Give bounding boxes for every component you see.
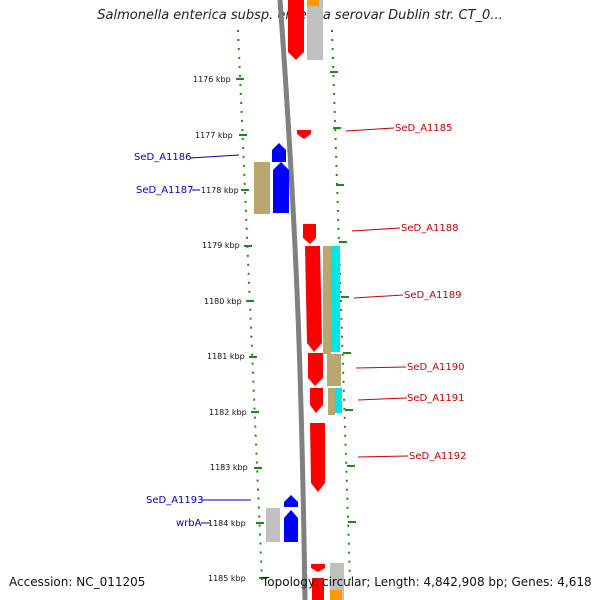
position-label: 1178 kbp [201, 186, 239, 195]
gene-block-cyan[interactable] [335, 388, 342, 413]
gene-label-forward[interactable]: SeD_A1189 [404, 290, 462, 301]
gene-block-gray[interactable] [266, 508, 280, 542]
gene-block-orange[interactable] [330, 590, 342, 600]
genome-summary: Topology: circular; Length: 4,842,908 bp… [262, 575, 592, 589]
left-tick-marks [236, 78, 267, 579]
position-label: 1180 kbp [204, 297, 242, 306]
gene-arrow-forward[interactable] [308, 353, 323, 386]
gene-arrow-forward[interactable] [310, 388, 323, 413]
gene-label-forward[interactable]: SeD_A1190 [407, 362, 465, 373]
position-label: 1183 kbp [210, 463, 248, 472]
gene-label-forward[interactable]: SeD_A1188 [401, 223, 459, 234]
left-ring-boundary [237, 29, 263, 581]
gene-label-reverse[interactable]: SeD_A1186 [134, 152, 192, 163]
gene-block-gray[interactable] [307, 0, 323, 60]
gene-label-reverse[interactable]: wrbA [176, 518, 202, 529]
gene-block-red[interactable] [312, 578, 324, 600]
gene-arrow-reverse[interactable] [272, 143, 286, 162]
gene-arrow-forward[interactable] [288, 0, 304, 60]
gene-block-tan[interactable] [323, 246, 331, 354]
genome-backbone [277, 0, 308, 600]
gene-label-forward[interactable]: SeD_A1185 [395, 123, 453, 134]
gene-arrow-forward[interactable] [310, 423, 325, 492]
right-tick-marks [330, 71, 356, 523]
gene-arrow-reverse[interactable] [273, 162, 289, 213]
gene-block-orange[interactable] [307, 0, 319, 6]
accession-label: Accession: NC_011205 [9, 575, 146, 589]
gene-label-reverse[interactable]: SeD_A1193 [146, 495, 204, 506]
gene-label-forward[interactable]: SeD_A1191 [407, 393, 465, 404]
position-label: 1181 kbp [207, 352, 245, 361]
gene-block-tan[interactable] [328, 388, 335, 415]
gene-arrow-forward[interactable] [303, 224, 316, 244]
gene-arrow-forward[interactable] [297, 130, 311, 139]
gene-arrow-forward[interactable] [311, 564, 325, 572]
position-label: 1185 kbp [208, 574, 246, 583]
gene-label-reverse[interactable]: SeD_A1187 [136, 185, 194, 196]
forward-leader-lines [345, 127, 409, 458]
gene-block-cyan[interactable] [331, 246, 340, 352]
right-ring-boundary [331, 29, 351, 581]
gene-arrow-reverse[interactable] [284, 510, 298, 542]
position-label: 1177 kbp [195, 131, 233, 140]
position-label: 1176 kbp [193, 75, 231, 84]
gene-block-tan[interactable] [327, 354, 341, 386]
gene-arrow-reverse[interactable] [284, 495, 298, 507]
reverse-leader-lines [189, 154, 251, 524]
gene-block-tan[interactable] [254, 162, 270, 214]
position-label: 1179 kbp [202, 241, 240, 250]
position-label: 1184 kbp [208, 519, 246, 528]
gene-label-forward[interactable]: SeD_A1192 [409, 451, 467, 462]
gene-arrow-forward[interactable] [305, 246, 322, 352]
position-label: 1182 kbp [209, 408, 247, 417]
